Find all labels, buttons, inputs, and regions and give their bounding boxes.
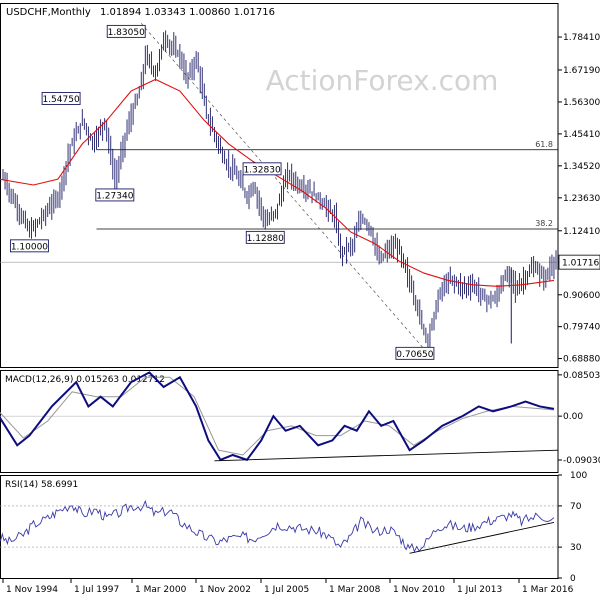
fib-label: 61.8 (535, 140, 553, 149)
rsi-y-tick-label: 30 (570, 543, 582, 553)
y-tick-label: 0.68880 (563, 355, 600, 365)
panel-frame (0, 370, 559, 473)
y-tick-label: 1.56300 (563, 98, 600, 108)
y-tick-label: 0.90600 (563, 291, 600, 301)
x-tick-label: 1 Nov 2010 (393, 585, 445, 595)
price-panel: 61.8 38.2 1.78410 1.67190 1.56300 1.45410 1.34… (0, 3, 600, 368)
price-annotation-label: 1.12880 (247, 234, 284, 244)
y-tick-label: 1.78410 (563, 33, 600, 43)
price-annotation-box (242, 162, 282, 176)
chart-symbol: USDCHF,Monthly (6, 7, 91, 18)
price-annotation-box (245, 230, 285, 244)
rsi-y-tick-label: 100 (570, 471, 587, 481)
fib-label: 38.2 (535, 219, 553, 228)
y-tick-label: 1.12410 (563, 227, 600, 237)
price-annotation-label: 1.54750 (42, 95, 79, 105)
y-tick-label: 1.45410 (563, 130, 600, 140)
last-price-box (558, 254, 600, 270)
x-tick-label: 1 Jul 1997 (74, 585, 119, 595)
macd-signal-line (0, 376, 555, 456)
macd-line (0, 371, 555, 462)
trend-line (140, 23, 429, 354)
rsi-line (0, 499, 555, 553)
macd-y-tick-label: -0.090302 (563, 456, 600, 466)
y-tick-label: 1.67190 (563, 66, 600, 76)
price-annotation-box (106, 24, 146, 38)
y-tick-label: 1.23630 (563, 194, 600, 204)
price-annotation-box (9, 239, 49, 253)
rsi-y-tick-label: 70 (570, 502, 582, 512)
moving-average-line (0, 78, 555, 287)
x-axis: 1 Nov 1994 1 Jul 1997 1 Mar 2000 1 Nov 2002… (2, 578, 574, 595)
x-tick-label: 1 Nov 1994 (6, 585, 58, 595)
price-annotation-box (395, 346, 435, 360)
macd-y-tick-label: 0.00 (563, 412, 583, 422)
price-annotation-box (41, 92, 81, 105)
price-annotation-box (95, 188, 135, 202)
last-price-label: 1.01716 (562, 259, 599, 269)
x-tick-label: 1 Jul 2013 (457, 585, 502, 595)
watermark: ActionForex.com (266, 64, 499, 97)
rsi-panel: RSI(14) 58.6991 100 70 30 0 (0, 471, 587, 584)
x-tick-label: 1 Mar 2016 (522, 585, 574, 595)
rsi-y-tick-label: 0 (570, 574, 576, 584)
macd-panel: MACD(12,26,9) 0.015263 0.012712 0.085032 0… (0, 370, 600, 473)
panel-frame (0, 475, 559, 579)
y-tick-label: 0.79740 (563, 323, 600, 333)
macd-trendline (214, 449, 559, 462)
price-annotation-label: 1.10000 (11, 242, 48, 252)
x-tick-label: 1 Jul 2005 (264, 585, 309, 595)
rsi-title: RSI(14) 58.6991 (5, 480, 78, 490)
rsi-trendline (409, 521, 555, 554)
x-tick-label: 1 Mar 2008 (329, 585, 381, 595)
y-tick-label: 1.34520 (563, 162, 600, 172)
price-annotation-label: 1.83050 (108, 28, 145, 38)
price-annotation-label: 1.27340 (96, 191, 133, 201)
macd-title: MACD(12,26,9) 0.015263 0.012712 (5, 375, 165, 385)
x-tick-label: 1 Mar 2000 (135, 585, 187, 595)
price-annotation-label: 0.70650 (396, 350, 433, 360)
panel-frame (0, 3, 559, 368)
x-tick-label: 1 Nov 2002 (199, 585, 251, 595)
macd-y-tick-label: 0.085032 (563, 371, 600, 381)
price-annotation-label: 1.32830 (243, 165, 280, 175)
ohlc-readout: 1.01894 1.03343 1.00860 1.01716 (100, 7, 275, 18)
